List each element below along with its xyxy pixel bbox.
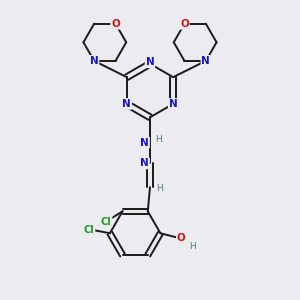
Text: H: H: [156, 184, 163, 193]
Text: O: O: [180, 19, 189, 29]
Text: N: N: [202, 56, 210, 66]
Text: N: N: [140, 138, 149, 148]
Text: O: O: [177, 233, 186, 243]
Text: N: N: [90, 56, 98, 66]
Text: N: N: [169, 99, 178, 109]
Text: N: N: [140, 158, 149, 168]
Text: N: N: [122, 99, 131, 109]
Text: H: H: [189, 242, 196, 250]
Text: Cl: Cl: [84, 225, 94, 235]
Text: Cl: Cl: [101, 217, 112, 227]
Text: H: H: [155, 134, 162, 143]
Text: O: O: [111, 19, 120, 29]
Text: N: N: [146, 57, 154, 67]
